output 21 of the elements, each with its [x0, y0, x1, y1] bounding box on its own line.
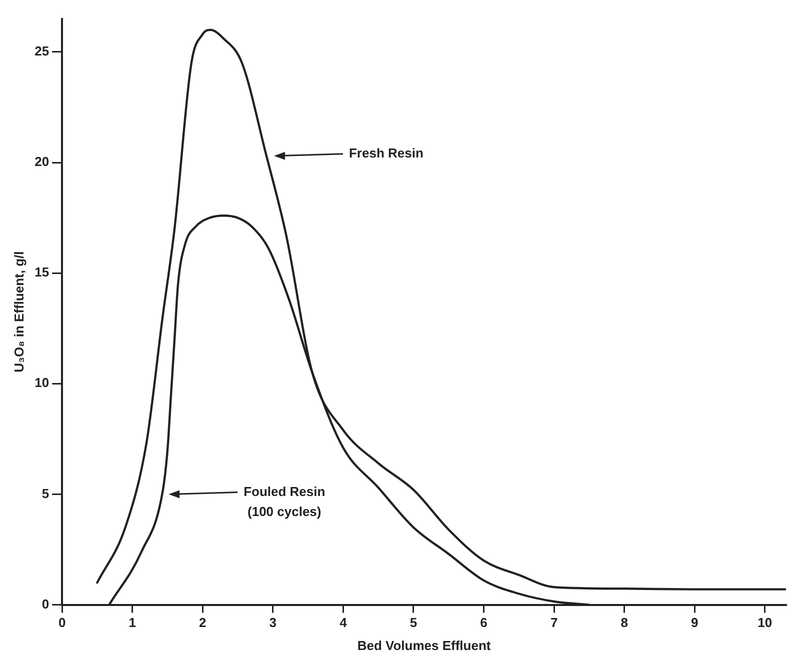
- x-tick-label: 1: [128, 615, 136, 630]
- x-tick-label: 6: [480, 615, 488, 630]
- annotation: Fresh Resin: [348, 145, 424, 160]
- x-tick-label: 7: [550, 615, 558, 630]
- x-tick-label: 8: [620, 615, 628, 630]
- y-tick-label: 15: [34, 264, 50, 280]
- annotation: Fouled Resin (100 cycles): [244, 484, 326, 519]
- x-tick-label: 0: [58, 615, 66, 630]
- x-tick-label: 9: [691, 615, 698, 630]
- x-tick-label: 4: [340, 615, 348, 630]
- y-tick-label: 0: [42, 596, 50, 612]
- y-tick-label: 10: [34, 375, 50, 390]
- x-tick-label: 2: [199, 615, 206, 630]
- x-tick-label: 3: [269, 615, 277, 630]
- y-tick-label: 5: [42, 486, 50, 501]
- y-tick-label: 25: [34, 44, 50, 59]
- x-axis-title: Bed Volumes Effluent: [357, 638, 492, 653]
- y-tick-label: 20: [34, 154, 50, 170]
- y-axis-title: U₃O₈ in Effluent, g/l: [11, 251, 26, 372]
- x-tick-label: 5: [410, 615, 418, 630]
- x-tick-label: 10: [758, 615, 772, 630]
